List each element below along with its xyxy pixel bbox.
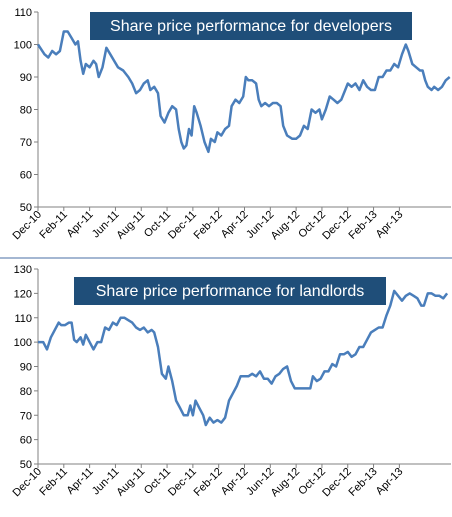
developers-series-line [36, 30, 451, 154]
developers-chart: 5060708090100110Dec-10Feb-11Apr-11Jun-11… [11, 7, 451, 242]
landlords-y-tick-label: 60 [20, 435, 32, 447]
developers-title-box [90, 12, 412, 40]
developers-x-tick-label: Feb-11 [37, 209, 70, 242]
developers-y-tick-label: 90 [20, 72, 32, 84]
developers-chart-title: Share price performance for developers [110, 18, 392, 35]
landlords-y-tick-label: 120 [14, 288, 32, 300]
landlords-y-tick-label: 70 [20, 410, 32, 422]
landlords-chart-title: Share price performance for landlords [96, 283, 365, 300]
developers-x-tick-label: Feb-12 [192, 209, 225, 242]
landlords-y-tick-label: 100 [14, 337, 32, 349]
developers-x-tick-label: Aug-11 [114, 209, 147, 242]
landlords-chart: 5060708090100110120130Dec-10Feb-11Apr-11… [11, 264, 451, 499]
landlords-y-tick-label: 90 [20, 362, 32, 374]
developers-x-tick-label: Apr-12 [219, 209, 251, 241]
developers-x-tick-label: Aug-12 [269, 209, 303, 243]
developers-x-tick-label: Feb-13 [347, 209, 380, 242]
developers-y-tick-label: 100 [14, 40, 32, 52]
developers-y-tick-label: 50 [20, 202, 32, 214]
landlords-x-tick-label: Aug-11 [114, 466, 147, 499]
landlords-y-tick-label: 80 [20, 386, 32, 398]
landlords-x-tick-label: Feb-11 [37, 466, 70, 499]
landlords-title-box [74, 277, 386, 305]
landlords-x-tick-label: Feb-13 [347, 466, 380, 499]
developers-x-tick-label: Apr-13 [374, 209, 406, 241]
landlords-x-tick-label: Dec-12 [320, 466, 354, 500]
landlords-series-line [38, 289, 449, 427]
developers-y-tick-label: 80 [20, 105, 32, 117]
landlords-x-tick-label: Feb-12 [192, 466, 225, 499]
landlords-y-tick-label: 50 [20, 459, 32, 471]
landlords-y-tick-label: 110 [14, 313, 32, 325]
developers-x-tick-label: Dec-12 [320, 209, 354, 243]
developers-y-tick-label: 70 [20, 137, 32, 149]
developers-y-tick-label: 110 [14, 7, 32, 19]
landlords-x-tick-label: Apr-12 [219, 466, 251, 498]
landlords-x-tick-label: Apr-11 [64, 466, 95, 497]
developers-x-tick-label: Apr-11 [64, 209, 95, 240]
landlords-x-tick-label: Apr-13 [374, 466, 406, 498]
developers-y-tick-label: 60 [20, 170, 32, 182]
landlords-y-tick-label: 130 [14, 264, 32, 276]
landlords-x-tick-label: Aug-12 [269, 466, 303, 500]
